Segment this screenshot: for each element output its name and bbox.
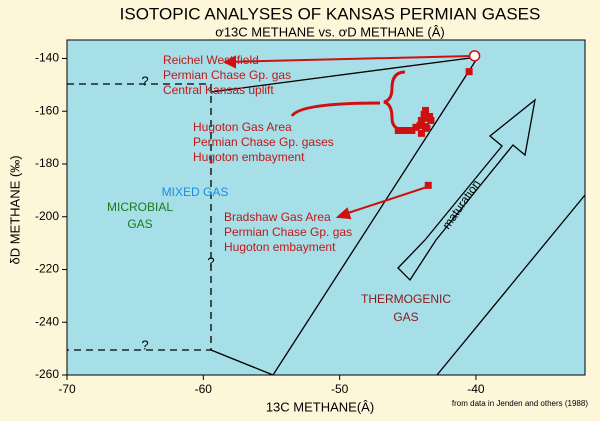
source-note: from data in Jenden and others (1988): [452, 399, 588, 408]
field-boundaries: [67, 56, 586, 376]
chart-title: ISOTOPIC ANALYSES OF KANSAS PERMIAN GASE…: [120, 4, 541, 23]
annotation: Hugoton embayment: [224, 240, 336, 254]
chart-subtitle: ơ13C METHANE vs. ơD METHANE (Â): [215, 24, 444, 39]
thermogenic-boundary: [436, 194, 586, 376]
y-tick-label: -240: [35, 314, 59, 328]
annotation: ?: [141, 73, 148, 88]
annotation: ?: [207, 254, 214, 269]
data-point: [417, 129, 425, 137]
annotation: Hugoton Gas Area: [193, 120, 292, 134]
data-point: [408, 126, 416, 134]
pointer-curve: [290, 101, 381, 118]
x-tick-label: -70: [58, 382, 76, 396]
x-axis-label: 13C METHANE(Â): [266, 399, 374, 414]
annotation: Central Kansas uplift: [163, 83, 274, 97]
data-point: [401, 126, 409, 134]
plot-area: [66, 39, 586, 376]
y-tick-label: -260: [35, 367, 59, 381]
annotation: THERMOGENIC: [361, 292, 451, 306]
annotation: Permian Chase Gp. gas: [163, 68, 291, 82]
mixed-boundary: [272, 56, 479, 376]
data-point: [416, 121, 424, 129]
annotation: Bradshaw Gas Area: [224, 210, 331, 224]
annotation: GAS: [393, 310, 418, 324]
data-point: [423, 124, 431, 132]
microbial-boundary: [67, 83, 212, 351]
data-point: [422, 106, 430, 114]
data-point: [412, 123, 420, 131]
y-axis-label: δD METHANE (‰): [7, 155, 22, 264]
mixed-boundary-foot: [210, 349, 274, 376]
y-tick-label: -180: [35, 156, 59, 170]
data-point: [465, 68, 473, 76]
mixed-boundary-top: [210, 56, 479, 93]
y-tick-label: -220: [35, 262, 59, 276]
x-tick-label: -50: [331, 382, 349, 396]
annotation: Hugoton embayment: [193, 150, 305, 164]
data-point: [427, 116, 435, 124]
data-point: [420, 110, 428, 118]
maturation-arrow: [397, 98, 536, 282]
data-point: [424, 181, 432, 189]
annotation: Reichel West field: [163, 53, 259, 67]
arrowhead: [335, 207, 352, 220]
y-tick-label: -160: [35, 103, 59, 117]
x-tick-label: -60: [195, 382, 213, 396]
annotation: Permian Chase Gp. gases: [193, 135, 334, 149]
y-tick-label: -140: [35, 51, 59, 65]
annotation: ?: [141, 337, 148, 352]
annotation: Permian Chase Gp. gas: [224, 225, 352, 239]
annotation: GAS: [127, 217, 152, 231]
x-tick-label: -40: [467, 382, 485, 396]
data-point: [417, 116, 425, 124]
data-point: [468, 50, 481, 62]
arrowhead: [222, 55, 236, 69]
pointer: [224, 55, 473, 63]
brace: [383, 70, 406, 132]
y-tick-label: -200: [35, 209, 59, 223]
data-point: [394, 126, 402, 134]
annotation: MIXED GAS: [162, 185, 229, 199]
pointer: [344, 185, 431, 215]
data-point: [426, 112, 434, 120]
annotation: MICROBIAL: [107, 200, 173, 214]
pointers: [222, 55, 473, 220]
